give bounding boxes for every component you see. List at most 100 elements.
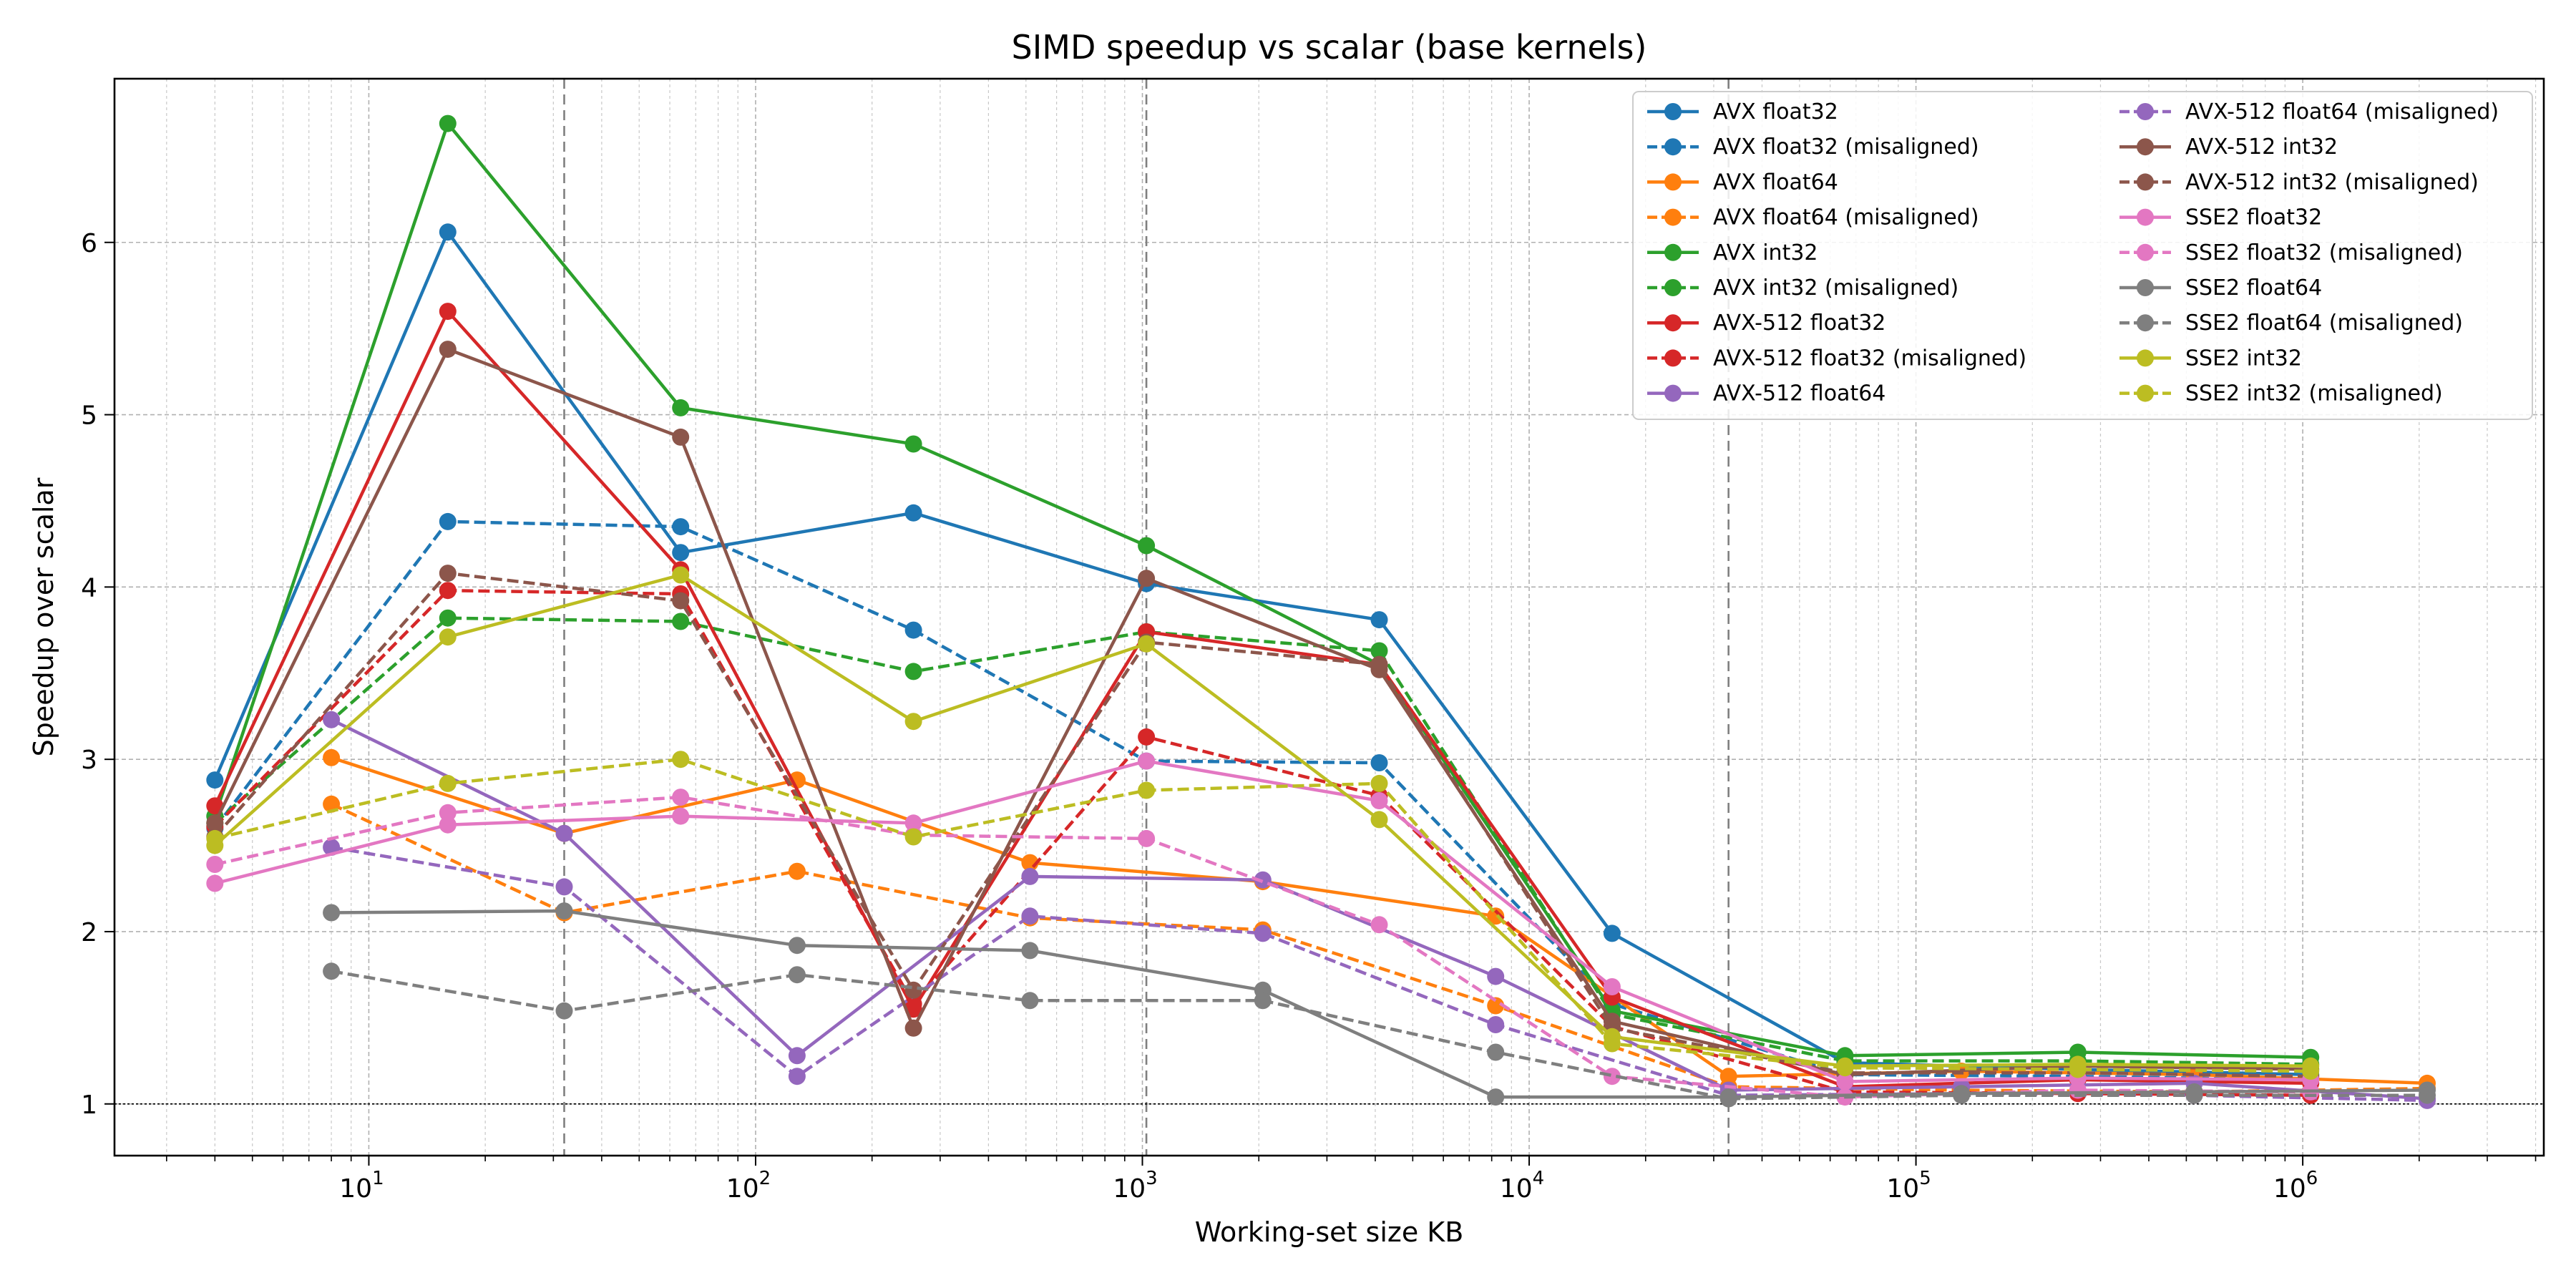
data-point bbox=[323, 962, 341, 980]
legend-item: AVX float32 (misaligned) bbox=[1647, 135, 1979, 160]
data-point bbox=[439, 804, 457, 821]
data-point bbox=[1370, 655, 1388, 673]
x-tick-exponent: 3 bbox=[1146, 1168, 1158, 1189]
legend-label: AVX float32 bbox=[1713, 99, 1838, 125]
legend-label: AVX-512 int32 bbox=[2185, 135, 2338, 160]
data-point bbox=[672, 399, 690, 416]
data-point bbox=[1370, 792, 1388, 809]
legend-marker bbox=[2137, 314, 2154, 332]
legend-marker bbox=[1664, 138, 1682, 156]
legend-marker bbox=[1664, 208, 1682, 226]
legend-item: AVX-512 float64 bbox=[1647, 381, 1885, 406]
data-point bbox=[2069, 1060, 2087, 1078]
data-point bbox=[555, 1002, 573, 1020]
data-point bbox=[1138, 635, 1156, 653]
data-point bbox=[323, 748, 341, 766]
data-point bbox=[904, 663, 922, 680]
legend-item: SSE2 float64 bbox=[2119, 275, 2322, 301]
data-point bbox=[206, 829, 224, 847]
legend-marker bbox=[2137, 243, 2154, 261]
data-point bbox=[1719, 1090, 1737, 1108]
x-tick-label: 106 bbox=[2273, 1168, 2318, 1204]
y-tick-label: 2 bbox=[81, 918, 97, 947]
legend-item: AVX-512 int32 (misaligned) bbox=[2119, 170, 2479, 195]
legend-marker bbox=[1664, 384, 1682, 402]
x-axis-title: Working-set size KB bbox=[1195, 1216, 1464, 1248]
series-line bbox=[213, 588, 2311, 1097]
data-point bbox=[206, 856, 224, 873]
legend-marker bbox=[2137, 279, 2154, 296]
legend-item: SSE2 int32 (misaligned) bbox=[2119, 381, 2443, 406]
data-point bbox=[1254, 992, 1272, 1010]
data-point bbox=[1138, 728, 1156, 746]
series-line bbox=[214, 759, 2311, 1083]
data-point bbox=[788, 862, 806, 880]
series bbox=[206, 751, 2320, 1080]
data-point bbox=[672, 592, 690, 610]
data-point bbox=[1138, 570, 1156, 587]
legend-marker bbox=[2137, 208, 2154, 226]
legend-item: SSE2 float32 bbox=[2119, 205, 2322, 230]
data-point bbox=[1370, 642, 1388, 660]
legend-item: AVX-512 int32 bbox=[2119, 135, 2338, 160]
legend-label: AVX-512 float32 bbox=[1713, 311, 1885, 336]
data-point bbox=[1603, 924, 1621, 942]
chart-title: SIMD speedup vs scalar (base kernels) bbox=[1012, 28, 1647, 67]
data-point bbox=[323, 711, 341, 728]
data-point bbox=[1370, 611, 1388, 629]
data-point bbox=[1138, 829, 1156, 847]
data-point bbox=[1487, 967, 1505, 985]
data-point bbox=[672, 518, 690, 536]
data-point bbox=[904, 814, 922, 832]
data-point bbox=[672, 789, 690, 806]
plot-frame bbox=[113, 77, 2545, 1157]
legend-item: AVX-512 float64 (misaligned) bbox=[2119, 99, 2499, 125]
legend-label: SSE2 float32 (misaligned) bbox=[2185, 240, 2463, 265]
legend-marker bbox=[1664, 279, 1682, 296]
series-line bbox=[331, 970, 2427, 1101]
data-point bbox=[904, 995, 922, 1013]
legend-item: AVX int32 (misaligned) bbox=[1647, 275, 1958, 301]
data-point bbox=[439, 303, 457, 321]
legend-marker bbox=[2137, 349, 2154, 367]
data-point bbox=[1487, 1043, 1505, 1061]
x-tick-exponent: 6 bbox=[2306, 1168, 2318, 1189]
data-point bbox=[672, 807, 690, 825]
data-point bbox=[2185, 1086, 2203, 1104]
x-tick-exponent: 5 bbox=[1919, 1168, 1931, 1189]
legend-item: AVX float64 bbox=[1647, 170, 1838, 195]
legend-item: AVX-512 float32 bbox=[1647, 311, 1885, 336]
x-tick-exponent: 2 bbox=[759, 1168, 771, 1189]
data-point bbox=[206, 797, 224, 815]
data-point bbox=[904, 981, 922, 999]
data-point bbox=[1021, 867, 1039, 885]
y-tick-label: 1 bbox=[81, 1091, 97, 1120]
legend-label: SSE2 int32 (misaligned) bbox=[2185, 381, 2443, 406]
data-point bbox=[206, 771, 224, 789]
data-point bbox=[1953, 1086, 1971, 1104]
data-point bbox=[1370, 774, 1388, 792]
legend-marker bbox=[1664, 243, 1682, 261]
series-line bbox=[213, 573, 2311, 1068]
data-point bbox=[439, 512, 457, 530]
data-point bbox=[672, 613, 690, 630]
legend-marker bbox=[2137, 384, 2154, 402]
data-point bbox=[439, 582, 457, 600]
legend-item: AVX int32 bbox=[1647, 240, 1818, 265]
series-group bbox=[206, 114, 2436, 1109]
data-point bbox=[555, 902, 573, 920]
legend-item: SSE2 float64 (misaligned) bbox=[2119, 311, 2463, 336]
legend-label: AVX int32 (misaligned) bbox=[1713, 275, 1958, 301]
legend-label: AVX-512 float32 (misaligned) bbox=[1713, 346, 2026, 371]
data-point bbox=[555, 878, 573, 896]
data-point bbox=[439, 565, 457, 582]
series-line bbox=[213, 122, 2311, 1059]
data-point bbox=[439, 609, 457, 627]
data-point bbox=[1370, 916, 1388, 934]
x-tick-exponent: 4 bbox=[1533, 1168, 1545, 1189]
series-line bbox=[213, 571, 2311, 1078]
data-point bbox=[672, 751, 690, 769]
y-tick-label: 4 bbox=[81, 573, 97, 602]
data-point bbox=[1603, 1068, 1621, 1085]
data-point bbox=[1021, 992, 1039, 1010]
